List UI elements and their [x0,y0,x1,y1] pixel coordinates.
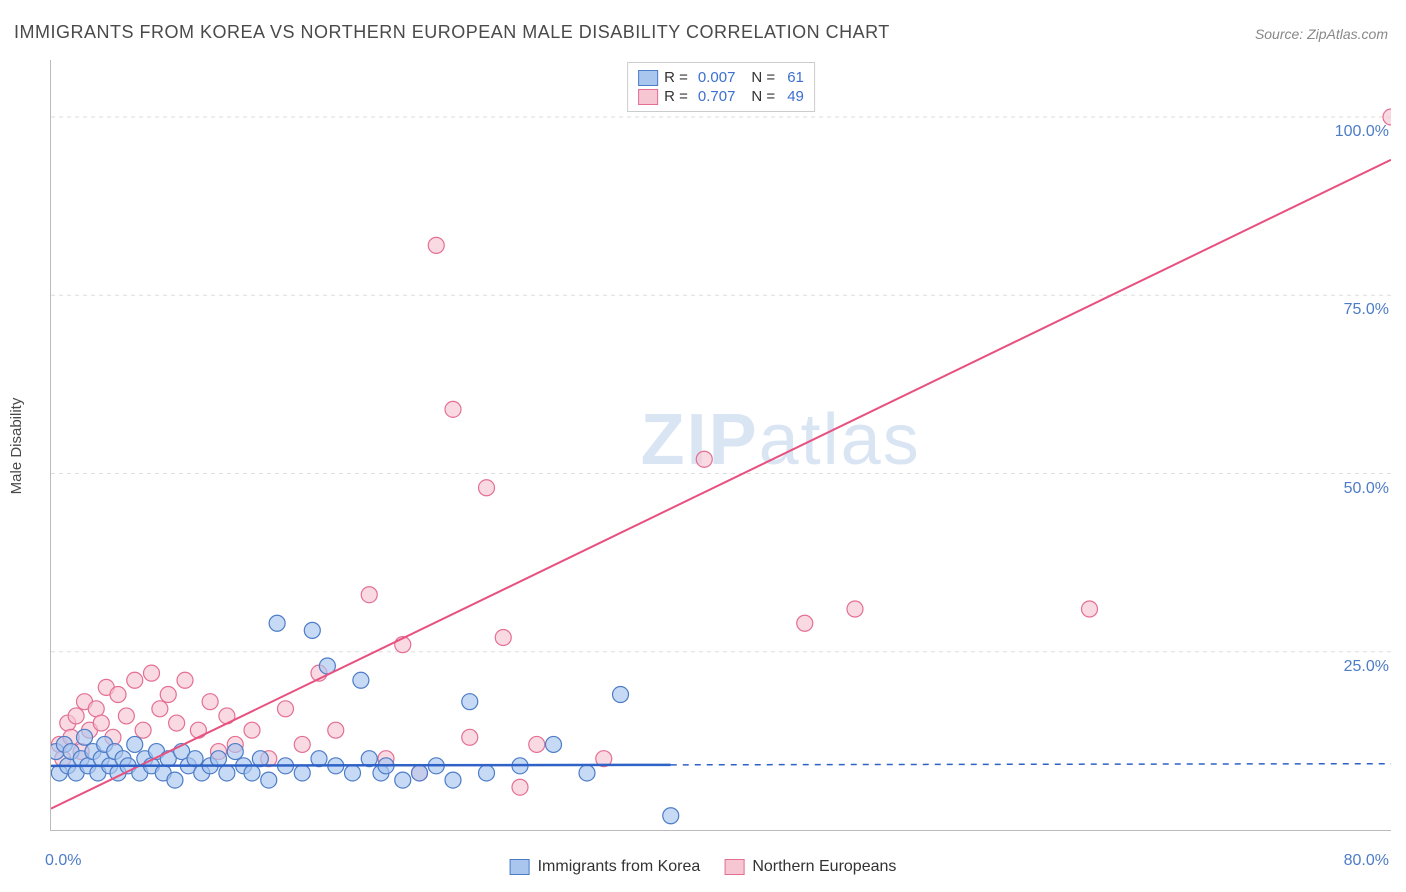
swatch-blue-bottom [510,859,530,875]
swatch-pink [638,89,658,105]
legend-item-blue: Immigrants from Korea [510,858,701,876]
n-value-blue: 61 [787,69,804,86]
swatch-pink-bottom [724,859,744,875]
r-value-blue: 0.007 [698,69,736,86]
legend-label-pink: Northern Europeans [752,858,896,876]
n-value-pink: 49 [787,88,804,105]
xtick-label: 80.0% [1344,852,1389,870]
legend-series: Immigrants from Korea Northern Europeans [510,858,897,876]
source-attribution: Source: ZipAtlas.com [1255,26,1388,42]
swatch-blue [638,70,658,86]
chart-svg [51,60,1391,830]
n-label: N = [751,69,775,86]
chart-title: IMMIGRANTS FROM KOREA VS NORTHERN EUROPE… [14,22,890,43]
plot-area: ZIPatlas R = 0.007 N = 61 R = 0.707 N = … [50,60,1391,831]
legend-row-pink: R = 0.707 N = 49 [638,88,804,105]
y-axis-label: Male Disability [8,398,25,495]
r-value-pink: 0.707 [698,88,736,105]
legend-correlation: R = 0.007 N = 61 R = 0.707 N = 49 [627,62,815,112]
legend-item-pink: Northern Europeans [724,858,896,876]
r-label: R = [664,88,688,105]
r-label: R = [664,69,688,86]
n-label: N = [751,88,775,105]
legend-label-blue: Immigrants from Korea [538,858,701,876]
xtick-label: 0.0% [45,852,81,870]
legend-row-blue: R = 0.007 N = 61 [638,69,804,86]
